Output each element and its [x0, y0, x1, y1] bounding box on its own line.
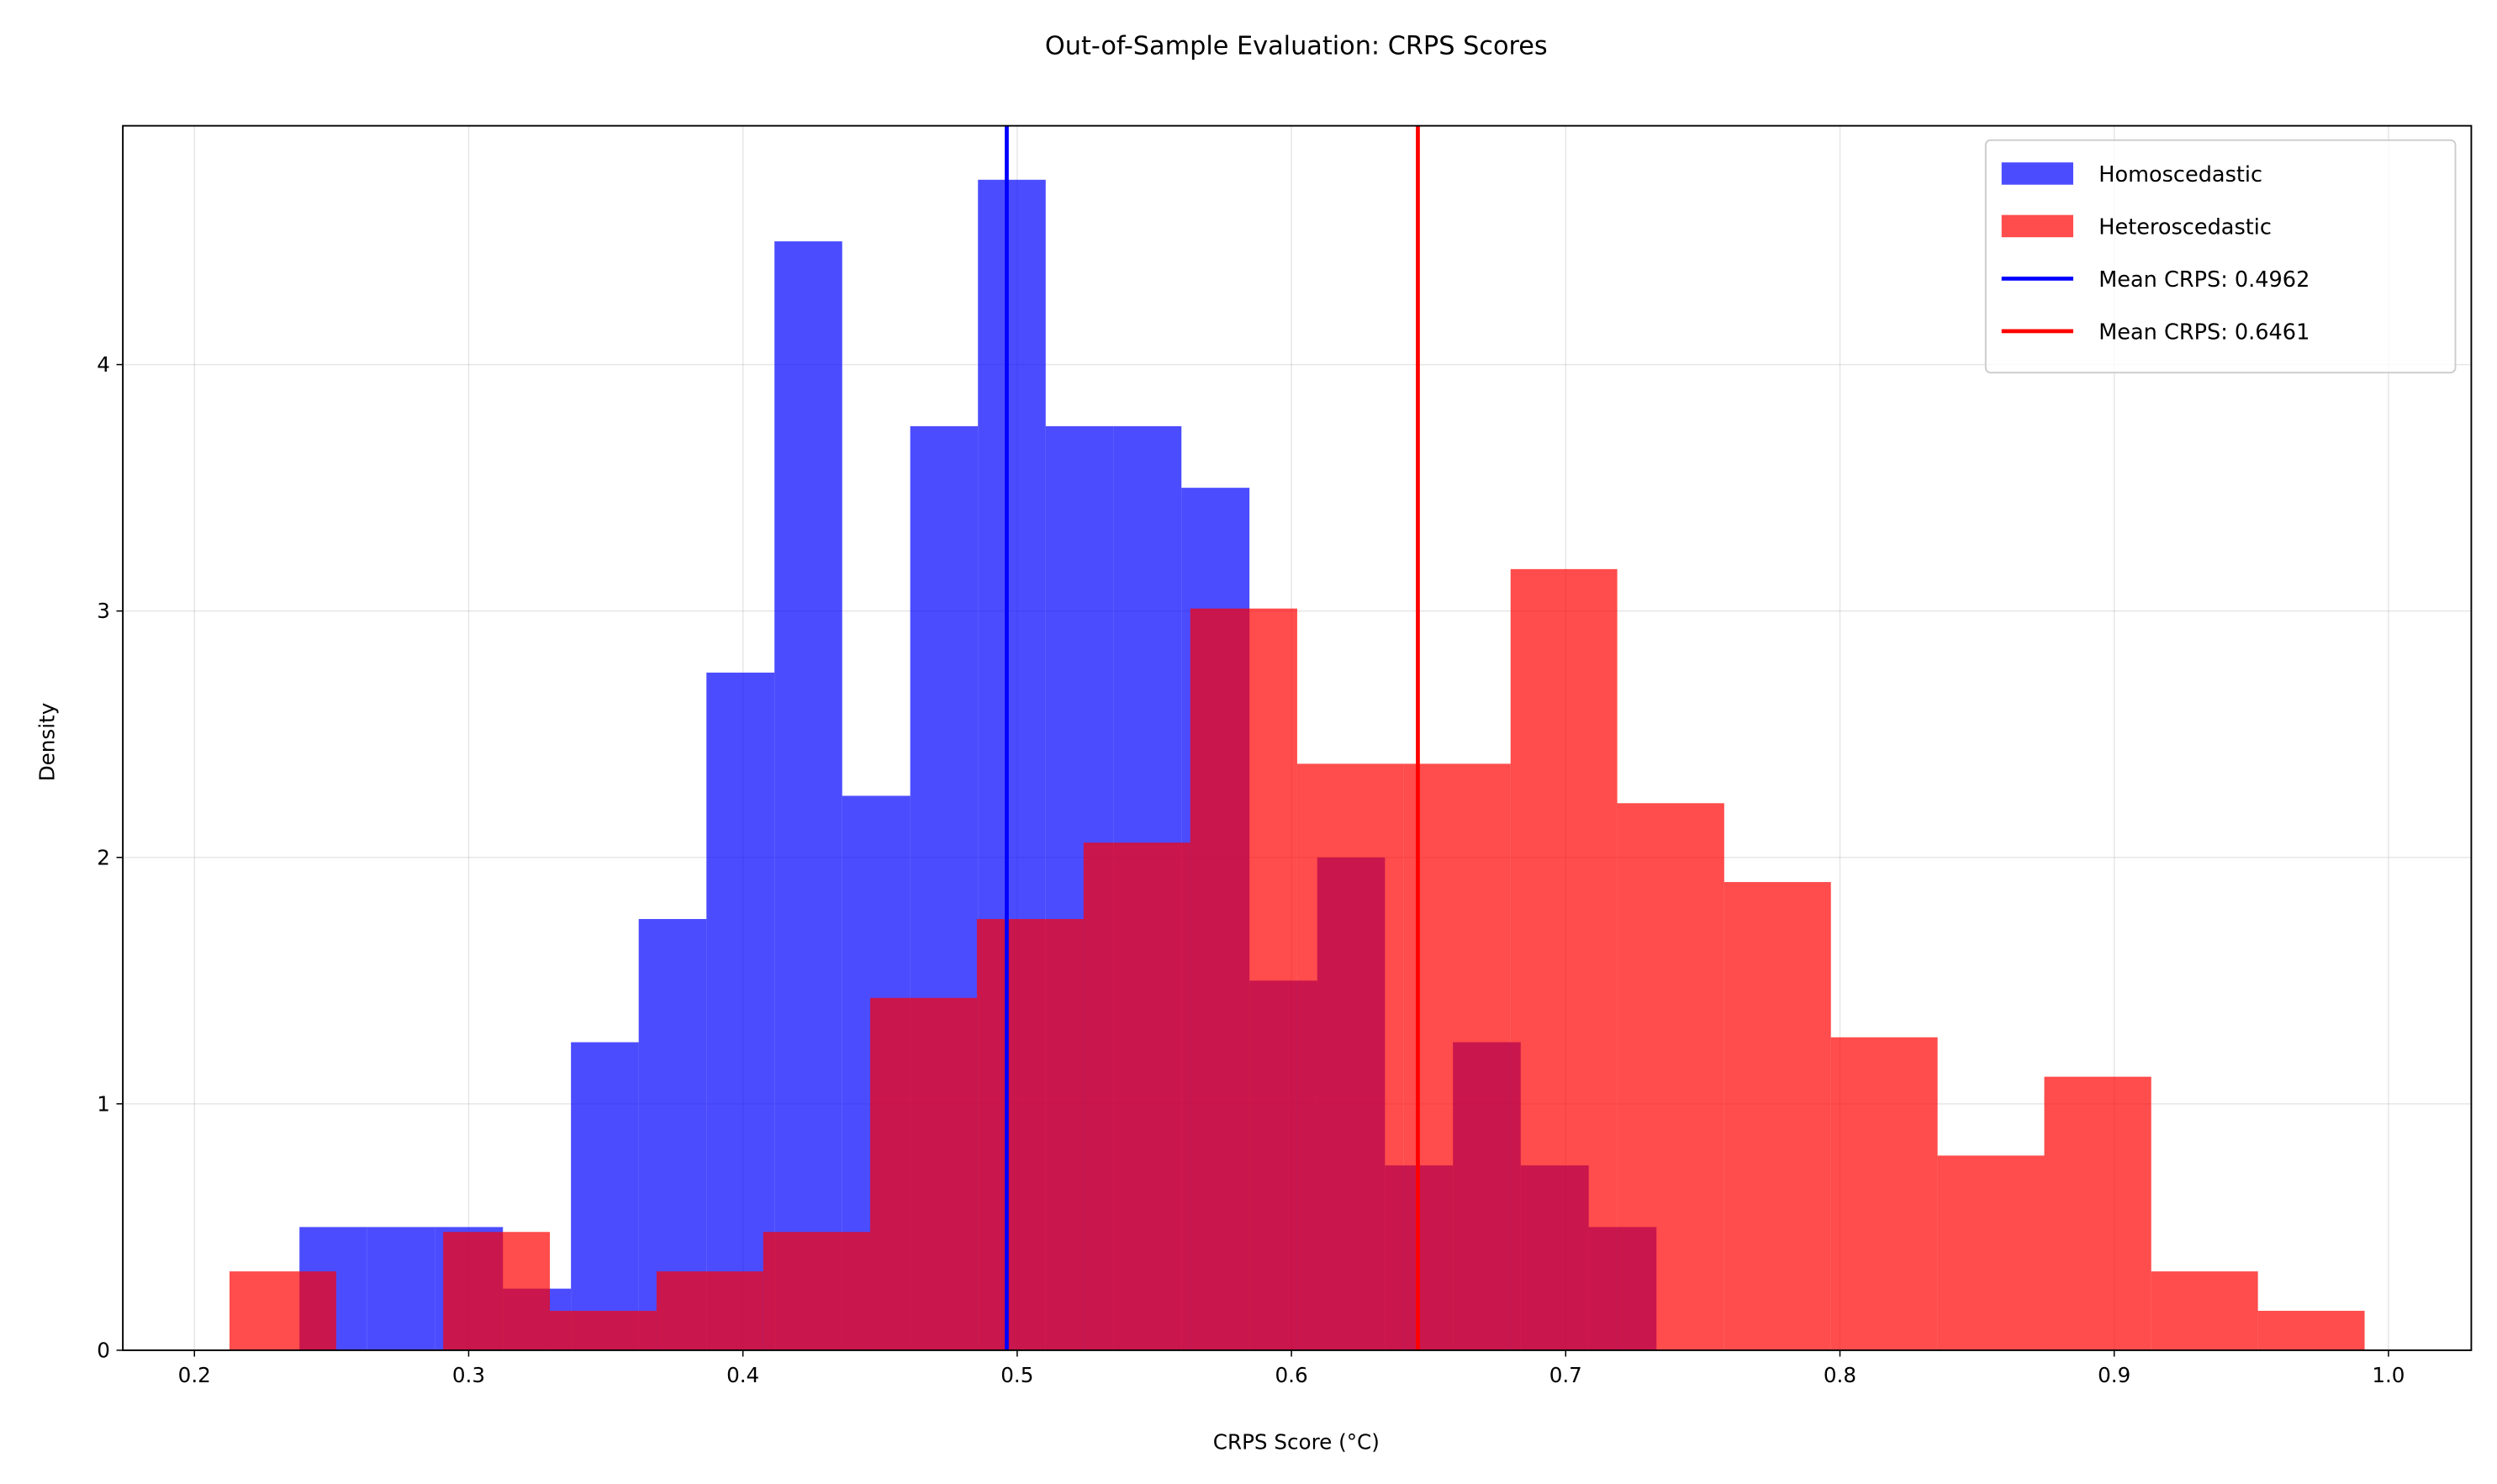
histogram-bar	[1296, 763, 1404, 1350]
histogram-bar	[2257, 1311, 2365, 1350]
histogram-bar	[571, 1042, 639, 1350]
histogram-bar	[1403, 763, 1511, 1350]
histogram-bar	[550, 1311, 657, 1350]
histogram-bar	[1510, 568, 1618, 1350]
histogram-bar	[870, 997, 977, 1350]
x-tick-label: 0.9	[2098, 1363, 2130, 1387]
y-tick-label: 2	[97, 845, 110, 869]
x-tick-label: 0.4	[726, 1363, 759, 1387]
legend-box	[1984, 139, 2457, 374]
legend-label: Mean CRPS: 0.4962	[2098, 267, 2310, 293]
y-axis-label: Density	[35, 703, 60, 782]
histogram-bar	[763, 1232, 871, 1350]
histogram-bar	[443, 1232, 551, 1350]
histogram-bar	[1190, 608, 1297, 1350]
histogram-bar	[976, 919, 1084, 1350]
x-tick-label: 0.7	[1549, 1363, 1582, 1387]
legend-swatch	[2001, 162, 2073, 185]
histogram-bar	[774, 241, 842, 1350]
y-tick-label: 0	[97, 1338, 110, 1362]
legend-label: Mean CRPS: 0.6461	[2098, 320, 2310, 345]
y-tick-label: 4	[97, 352, 110, 377]
histogram-bar	[1937, 1155, 2045, 1350]
legend: Homoscedastic Heteroscedastic Mean CRPS: 0…	[1984, 139, 2457, 374]
plot-frame	[122, 124, 2473, 1351]
y-tick-label: 3	[97, 599, 110, 623]
histogram-bar	[656, 1271, 763, 1350]
histogram-bar	[1724, 882, 1831, 1350]
legend-label: Homoscedastic	[2098, 162, 2262, 187]
histogram-bar	[706, 672, 775, 1350]
histogram-bar	[229, 1271, 336, 1350]
y-tick-label: 1	[97, 1091, 110, 1116]
x-tick-label: 0.8	[1824, 1363, 1856, 1387]
legend-label: Heteroscedastic	[2098, 214, 2272, 240]
x-tick-label: 1.0	[2372, 1363, 2405, 1387]
histogram-bar	[1083, 842, 1190, 1350]
histogram-bar	[2151, 1271, 2258, 1350]
histogram-series	[229, 568, 2365, 1350]
x-tick-label: 0.3	[452, 1363, 485, 1387]
histogram-bar	[1617, 803, 1724, 1350]
histogram-bar	[367, 1227, 436, 1350]
chart-title: Out-of-Sample Evaluation: CRPS Scores	[1045, 31, 1548, 61]
x-tick-label: 0.2	[178, 1363, 211, 1387]
legend-swatch	[2001, 214, 2073, 238]
x-tick-label: 0.5	[1000, 1363, 1033, 1387]
histogram-bar	[2044, 1076, 2151, 1350]
histogram-bar	[1830, 1037, 1938, 1350]
x-axis-label: CRPS Score (°C)	[1213, 1429, 1380, 1454]
x-tick-label: 0.6	[1275, 1363, 1308, 1387]
